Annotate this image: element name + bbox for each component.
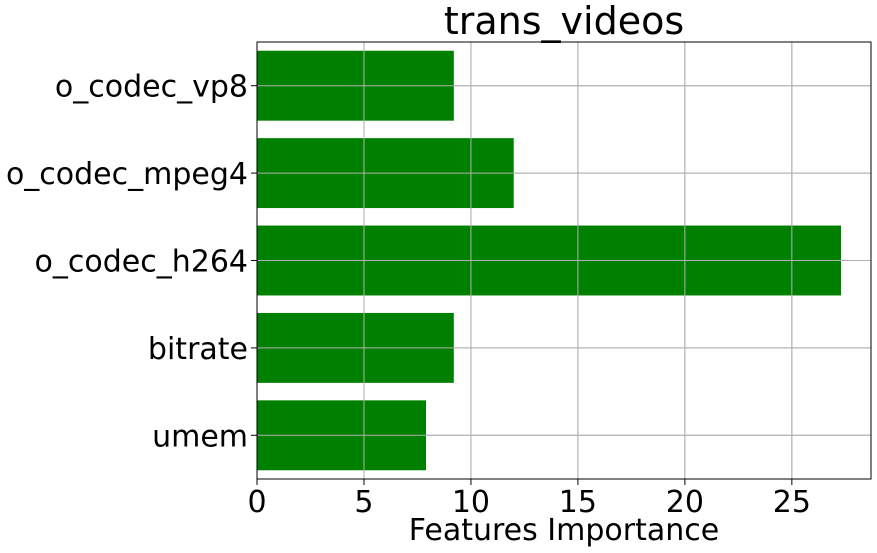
y-tick-label: umem <box>152 419 248 454</box>
x-axis-label: Features Importance <box>409 513 719 548</box>
y-tick-label: o_codec_h264 <box>35 245 248 280</box>
x-tick-label: 0 <box>247 485 266 520</box>
y-tick-label: bitrate <box>148 332 248 367</box>
x-tick-label: 25 <box>773 485 811 520</box>
y-ticks: umem bitrate o_codec_h264 o_codec_mpeg4 o_co… <box>6 70 257 454</box>
x-tick-label: 20 <box>666 485 704 520</box>
x-tick-label: 15 <box>559 485 597 520</box>
y-tick-label: o_codec_vp8 <box>55 70 248 105</box>
x-tick-label: 10 <box>452 485 490 520</box>
y-tick-label: o_codec_mpeg4 <box>6 157 248 192</box>
x-ticks: 0 5 10 15 20 25 <box>247 479 811 520</box>
bars <box>256 42 871 479</box>
chart-title: trans_videos <box>444 0 684 43</box>
x-tick-label: 5 <box>354 485 373 520</box>
